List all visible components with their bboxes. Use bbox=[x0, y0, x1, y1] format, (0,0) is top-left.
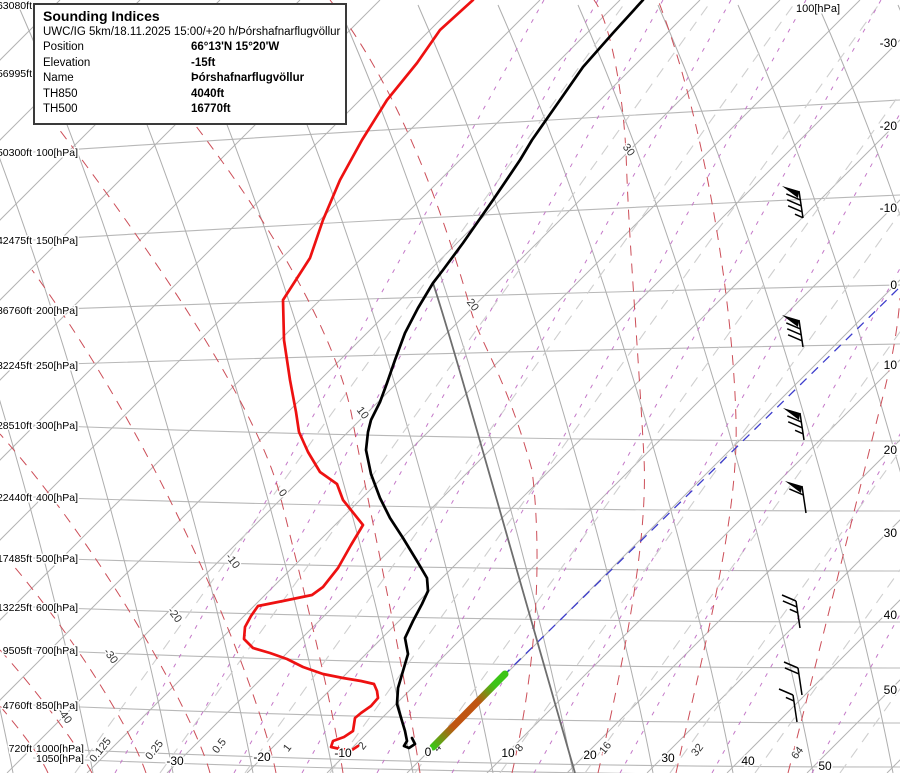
wind-barb bbox=[783, 661, 803, 696]
wind-barb bbox=[782, 186, 804, 219]
moist-adiabat-label: 20 bbox=[464, 297, 481, 314]
pressure-hpa-label: 1000[hPa] bbox=[36, 743, 84, 755]
info-row-label: TH500 bbox=[43, 103, 78, 116]
info-row-label: TH850 bbox=[43, 87, 78, 100]
grid-mixing-ratio bbox=[114, 0, 900, 773]
wind-barb bbox=[781, 594, 801, 629]
altitude-ft-label: 17485ft bbox=[0, 553, 32, 565]
bottom-temp-label: 0 bbox=[425, 745, 432, 759]
wind-barb bbox=[785, 481, 807, 514]
altitude-ft-label: 42475ft bbox=[0, 235, 32, 247]
info-row: Elevation -15ft bbox=[43, 56, 337, 72]
info-row-value: -15ft bbox=[191, 56, 216, 69]
pressure-hpa-label: 100[hPa] bbox=[36, 147, 78, 159]
parcel bbox=[432, 282, 576, 773]
moist-adiabat-label: 10 bbox=[354, 405, 371, 422]
altitude-ft-label: 9505ft bbox=[3, 645, 32, 657]
altitude-ft-label: 13225ft bbox=[0, 602, 32, 614]
bottom-temp-label: -30 bbox=[166, 754, 184, 768]
moist-adiabat-label: -20 bbox=[165, 605, 184, 625]
freezing-gradient bbox=[429, 670, 509, 751]
altitude-ft-label: 50300ft bbox=[0, 147, 32, 159]
altitude-ft-label: 28510ft bbox=[0, 420, 32, 432]
parcel-trace-line bbox=[432, 282, 576, 773]
bottom-temp-label: 20 bbox=[583, 748, 597, 762]
wind-barbs bbox=[778, 186, 807, 723]
altitude-ft-label: 32245ft bbox=[0, 360, 32, 372]
info-row-value: 66°13'N 15°20'W bbox=[191, 41, 280, 53]
info-row-value: 4040ft bbox=[191, 87, 225, 100]
info-row: TH500 16770ft bbox=[43, 102, 337, 118]
altitude-ft-label: 22440ft bbox=[0, 492, 32, 504]
info-box-subtitle: UWC/IG 5km/18.11.2025 15:00/+20 h/Þórsha… bbox=[43, 26, 341, 38]
mixing-ratio-label: 32 bbox=[689, 742, 706, 759]
info-box-title: Sounding Indices bbox=[43, 8, 160, 24]
info-row-value: Þórshafnarflugvöllur bbox=[191, 72, 305, 85]
info-row-label: Elevation bbox=[43, 56, 91, 69]
right-temp-label: -10 bbox=[880, 201, 898, 215]
pressure-hpa-label: 400[hPa] bbox=[36, 492, 78, 504]
bottom-temp-label: -10 bbox=[334, 746, 352, 760]
dewpoint-curve bbox=[242, 0, 475, 752]
pressure-hpa-label: 250[hPa] bbox=[36, 360, 78, 372]
pressure-hpa-label: 200[hPa] bbox=[36, 305, 78, 317]
grid-dry-adiabats bbox=[0, 4, 900, 773]
freezing-isotherm-dash bbox=[502, 286, 900, 677]
mixing-ratio-label: 0.5 bbox=[210, 736, 229, 755]
bottom-temp-label: -20 bbox=[253, 750, 271, 764]
bottom-temp-label: 50 bbox=[818, 759, 832, 773]
mixing-ratio-label: 0.25 bbox=[143, 738, 166, 762]
info-box-rows: Position 66°13'N 15°20'W Elevation -15ft Nam… bbox=[43, 40, 337, 118]
bottom-temp-label: 30 bbox=[661, 751, 675, 765]
info-row: TH850 4040ft bbox=[43, 87, 337, 103]
info-row: Name Þórshafnarflugvöllur bbox=[43, 71, 337, 87]
grid-gray-dashed bbox=[74, 0, 900, 773]
mixing-ratio-label: 1 bbox=[281, 742, 294, 754]
altitude-ft-label: 56995ft bbox=[0, 68, 32, 80]
right-temp-label: 0 bbox=[890, 278, 897, 292]
info-row-value: 16770ft bbox=[191, 103, 231, 116]
wind-barb bbox=[782, 315, 804, 348]
pressure-hpa-label: 600[hPa] bbox=[36, 602, 78, 614]
right-temp-label: 20 bbox=[884, 443, 898, 457]
wind-barb bbox=[783, 408, 805, 441]
temperature-curve-group bbox=[364, 0, 645, 750]
pressure-hpa-label: 700[hPa] bbox=[36, 645, 78, 657]
freezing-line bbox=[502, 286, 900, 677]
right-temp-label: -30 bbox=[880, 36, 898, 50]
pressure-hpa-label: 150[hPa] bbox=[36, 235, 78, 247]
dewpoint-curve-group bbox=[242, 0, 475, 752]
right-pressure-label: 100[hPa] bbox=[796, 3, 840, 15]
sounding-indices-box: Sounding Indices UWC/IG 5km/18.11.2025 1… bbox=[33, 3, 347, 125]
freezing-level-gradient-segment bbox=[429, 670, 509, 751]
info-row: Position 66°13'N 15°20'W bbox=[43, 40, 337, 56]
info-row-label: Position bbox=[43, 41, 84, 53]
mixing-ratio-label: 64 bbox=[789, 745, 806, 762]
info-row-label: Name bbox=[43, 72, 74, 85]
grid-isobars bbox=[32, 99, 900, 773]
right-temp-label: -20 bbox=[880, 119, 898, 133]
altitude-ft-label: 4760ft bbox=[3, 700, 32, 712]
right-temp-label: 10 bbox=[884, 358, 898, 372]
temperature-curve bbox=[364, 0, 645, 750]
altitude-ft-label: 720ft bbox=[9, 743, 32, 755]
altitude-ft-label: 36760ft bbox=[0, 305, 32, 317]
pressure-hpa-label: 850[hPa] bbox=[36, 700, 78, 712]
mixing-ratio-label: 16 bbox=[597, 740, 614, 757]
right-temp-label: 30 bbox=[884, 526, 898, 540]
bottom-temp-label: 40 bbox=[741, 754, 755, 768]
pressure-hpa-label: 500[hPa] bbox=[36, 553, 78, 565]
bottom-temp-label: 10 bbox=[501, 746, 515, 760]
altitude-ft-label: 63080ft bbox=[0, 0, 32, 12]
wind-barb bbox=[778, 688, 798, 723]
pressure-hpa-label: 300[hPa] bbox=[36, 420, 78, 432]
right-temp-label: 50 bbox=[884, 683, 898, 697]
pressure-hpa-label: 1050[hPa] bbox=[36, 753, 84, 765]
right-temp-label: 40 bbox=[884, 608, 898, 622]
